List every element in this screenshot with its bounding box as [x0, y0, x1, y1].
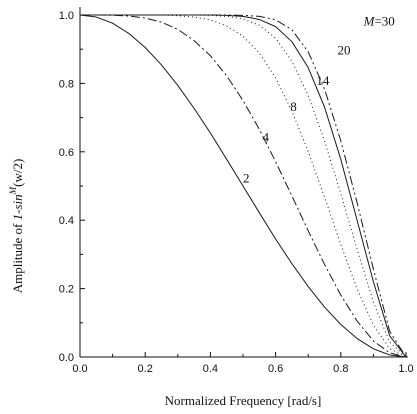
y-axis-title-italic: 1-sin: [10, 194, 25, 220]
y-axis-title-superscript: M: [8, 186, 18, 195]
y-axis-title: Amplitude of 1-sinM(w/2): [8, 159, 25, 294]
x-tick-label: 0.8: [333, 363, 348, 375]
series-line-20: [80, 14, 407, 358]
y-tick-label: 0.6: [59, 147, 74, 159]
x-tick-label: 0.0: [72, 363, 87, 375]
curve-label: 14: [316, 73, 330, 88]
y-tick-label: 0.0: [59, 352, 74, 364]
curve-labels: 2 4 8 14 20 M=30: [243, 13, 395, 185]
y-axis-title-tail: (w/2): [10, 159, 25, 187]
svg-text:Amplitude of 1-sinM(w/2): Amplitude of 1-sinM(w/2): [8, 159, 25, 294]
curve-label: 8: [290, 99, 297, 114]
x-axis-title: Normalized Frequency [rad/s]: [165, 393, 322, 408]
curve-label: M=30: [363, 13, 395, 28]
x-tick-label: 1.0: [398, 363, 413, 375]
curve-label: 20: [338, 42, 351, 57]
y-tick-label: 1.0: [59, 10, 74, 22]
x-tick-label: 0.6: [268, 363, 283, 375]
y-tick-label: 0.2: [59, 284, 74, 296]
x-tick-label: 0.2: [138, 363, 153, 375]
axes: 0.0 0.2 0.4 0.6 0.8 1.0 0.0 0.2 0.4 0.6 0.8 1.0: [59, 7, 414, 375]
x-tick-label: 0.4: [203, 363, 218, 375]
y-tick-label: 0.8: [59, 78, 74, 90]
curve-label: 2: [243, 171, 250, 186]
y-tick-label: 0.4: [59, 215, 74, 227]
curve-label: 4: [263, 130, 270, 145]
series-line-m-30: [80, 14, 407, 358]
series-group: [79, 14, 407, 358]
series-line-2: [79, 14, 407, 358]
y-axis-title-text: Amplitude of: [10, 220, 25, 293]
series-line-4: [80, 14, 407, 358]
